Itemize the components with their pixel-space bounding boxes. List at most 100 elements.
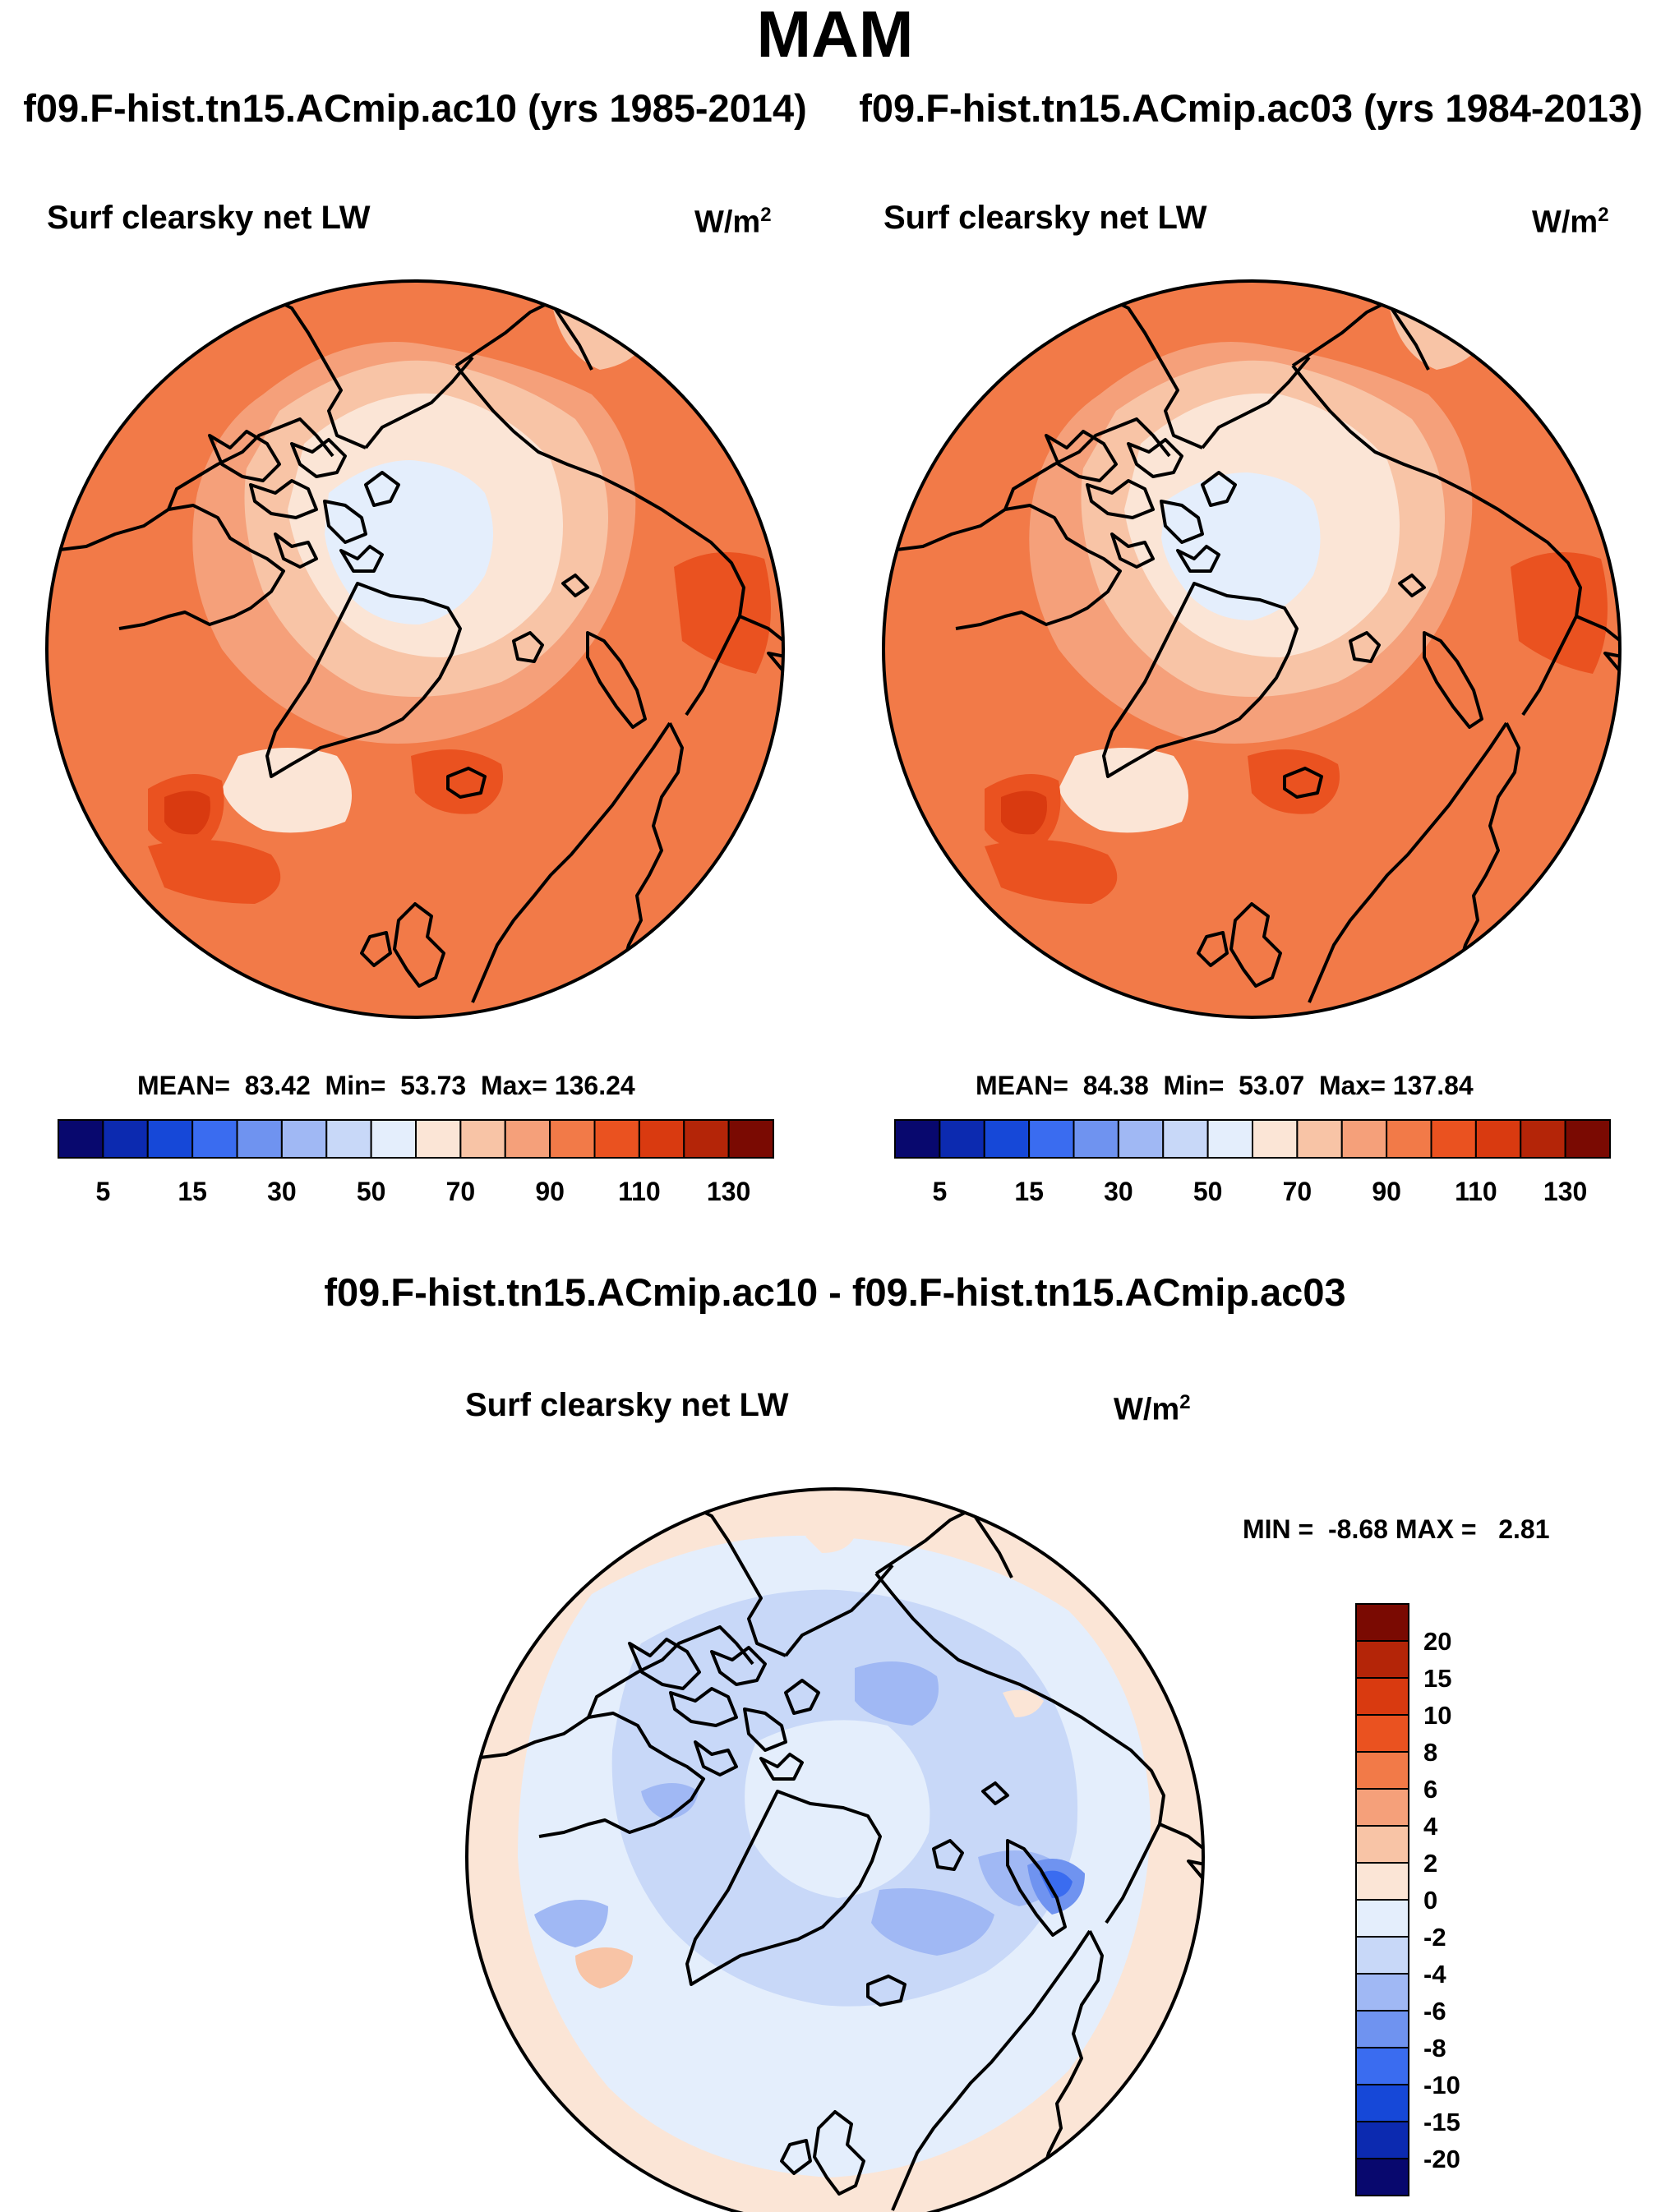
right-colorbar-tick-label: 30 xyxy=(1104,1177,1133,1206)
left-colorbar-swatch xyxy=(683,1119,730,1159)
diff-colorbar-tick-label: -10 xyxy=(1423,2071,1460,2099)
right-colorbar-tick-label: 110 xyxy=(1455,1177,1497,1206)
right-colorbar-swatch xyxy=(1162,1119,1209,1159)
left-stats: MEAN= 83.42 Min= 53.73 Max= 136.24 xyxy=(137,1071,635,1100)
right-stats: MEAN= 84.38 Min= 53.07 Max= 137.84 xyxy=(976,1071,1474,1100)
diff-units-label: W/m2 xyxy=(1114,1391,1191,1427)
left-colorbar-swatch xyxy=(191,1119,238,1159)
left-colorbar: 5 15 30 50 70 90 110 130 xyxy=(58,1119,774,1206)
left-colorbar-swatch xyxy=(236,1119,283,1159)
diff-colorbar-tick-label: 10 xyxy=(1423,1701,1451,1730)
left-polar-map xyxy=(45,279,785,1019)
left-colorbar-tick-label: 5 xyxy=(95,1177,110,1206)
right-variable-label: Surf clearsky net LW xyxy=(883,200,1207,236)
diff-colorbar-tick-label: -4 xyxy=(1423,1960,1446,1988)
diff-colorbar-swatch xyxy=(1355,1640,1409,1679)
diff-colorbar-tick-label: 6 xyxy=(1423,1775,1437,1804)
left-colorbar-swatch xyxy=(549,1119,596,1159)
diff-colorbar-tick-label: -2 xyxy=(1423,1923,1446,1952)
diff-map-boundary xyxy=(465,1487,1205,2212)
diff-colorbar-swatch xyxy=(1355,2047,1409,2085)
figure-title: MAM xyxy=(756,0,914,71)
left-colorbar-tick-label: 90 xyxy=(535,1177,565,1206)
right-colorbar-tick-label: 50 xyxy=(1193,1177,1223,1206)
left-colorbar-swatch xyxy=(638,1119,685,1159)
right-colorbar-swatch xyxy=(1073,1119,1119,1159)
left-colorbar-swatch xyxy=(593,1119,640,1159)
right-colorbar-swatch xyxy=(983,1119,1031,1159)
diff-colorbar-swatch xyxy=(1355,1825,1409,1864)
left-colorbar-swatch xyxy=(415,1119,462,1159)
right-colorbar-swatch xyxy=(1206,1119,1253,1159)
case-left-title: f09.F-hist.tn15.ACmip.ac10 (yrs 1985-201… xyxy=(23,86,807,130)
right-colorbar-tick-label: 15 xyxy=(1014,1177,1044,1206)
difference-polar-map xyxy=(465,1487,1205,2212)
right-colorbar-swatch xyxy=(1564,1119,1611,1159)
diff-colorbar-tick-label: 4 xyxy=(1423,1812,1438,1841)
left-colorbar-tick-label: 130 xyxy=(707,1177,750,1206)
left-map-boundary xyxy=(45,279,785,1019)
diff-colorbar-swatch xyxy=(1355,1677,1409,1716)
right-colorbar-swatch xyxy=(1117,1119,1165,1159)
right-colorbar-swatch xyxy=(1430,1119,1477,1159)
right-colorbar-swatch xyxy=(1028,1119,1075,1159)
diff-colorbar-swatch xyxy=(1355,2010,1409,2048)
diff-colorbar-tick-label: -6 xyxy=(1423,1997,1446,2025)
right-colorbar: 5 15 30 50 70 90 110 130 xyxy=(894,1119,1611,1206)
diff-colorbar-swatch xyxy=(1355,1788,1409,1827)
left-colorbar-swatch xyxy=(459,1119,506,1159)
diff-variable-label: Surf clearsky net LW xyxy=(465,1387,789,1423)
left-colorbar-tick-label: 110 xyxy=(618,1177,661,1206)
right-colorbar-swatch xyxy=(939,1119,985,1159)
difference-title: f09.F-hist.tn15.ACmip.ac10 - f09.F-hist.… xyxy=(324,1270,1346,1314)
diff-colorbar-swatch xyxy=(1355,1973,1409,2012)
right-colorbar-tick-label: 5 xyxy=(932,1177,947,1206)
right-colorbar-swatch xyxy=(1296,1119,1343,1159)
left-colorbar-tick-label: 15 xyxy=(178,1177,207,1206)
left-colorbar-swatch xyxy=(325,1119,372,1159)
diff-colorbar-swatch xyxy=(1355,2158,1409,2196)
diff-colorbar-swatch xyxy=(1355,2121,1409,2159)
diff-colorbar-tick-label: 15 xyxy=(1423,1664,1451,1693)
right-colorbar-swatch xyxy=(894,1119,941,1159)
left-colorbar-swatch xyxy=(146,1119,194,1159)
right-colorbar-swatch xyxy=(1474,1119,1522,1159)
right-polar-map xyxy=(882,279,1622,1019)
diff-colorbar-tick-label: 20 xyxy=(1423,1627,1451,1656)
left-colorbar-swatch xyxy=(280,1119,328,1159)
diff-colorbar-swatch xyxy=(1355,1751,1409,1790)
diff-colorbar-tick-label: -20 xyxy=(1423,2145,1460,2173)
right-colorbar-swatch xyxy=(1340,1119,1388,1159)
diff-colorbar-tick-label: 0 xyxy=(1423,1886,1437,1915)
diff-colorbar-tick-label: -15 xyxy=(1423,2108,1460,2136)
diff-colorbar-swatch xyxy=(1355,1714,1409,1753)
left-colorbar-swatch xyxy=(727,1119,774,1159)
diff-colorbar-swatch xyxy=(1355,1862,1409,1901)
left-colorbar-swatch xyxy=(102,1119,149,1159)
diff-colorbar-swatch xyxy=(1355,1899,1409,1938)
right-colorbar-tick-label: 130 xyxy=(1543,1177,1587,1206)
diff-colorbar-tick-label: 2 xyxy=(1423,1849,1437,1878)
case-right-title: f09.F-hist.tn15.ACmip.ac03 (yrs 1984-201… xyxy=(859,86,1643,130)
left-colorbar-swatch xyxy=(58,1119,104,1159)
diff-colorbar-swatch xyxy=(1355,1936,1409,1975)
right-map-boundary xyxy=(882,279,1622,1019)
right-colorbar-swatch xyxy=(1386,1119,1432,1159)
diff-colorbar-swatch xyxy=(1355,1603,1409,1642)
diff-colorbar-tick-label: 8 xyxy=(1423,1738,1437,1767)
right-units-label: W/m2 xyxy=(1532,204,1609,240)
diff-colorbar-tick-label: -8 xyxy=(1423,2034,1446,2062)
right-colorbar-tick-label: 90 xyxy=(1372,1177,1401,1206)
diff-stats: MIN = -8.68 MAX = 2.81 xyxy=(1243,1514,1550,1544)
left-variable-label: Surf clearsky net LW xyxy=(47,200,371,236)
left-colorbar-tick-label: 50 xyxy=(357,1177,386,1206)
left-colorbar-swatch xyxy=(504,1119,551,1159)
left-colorbar-tick-label: 70 xyxy=(446,1177,476,1206)
diff-colorbar-swatch xyxy=(1355,2084,1409,2122)
left-colorbar-swatch xyxy=(370,1119,417,1159)
right-colorbar-swatch xyxy=(1520,1119,1566,1159)
right-colorbar-tick-label: 70 xyxy=(1283,1177,1312,1206)
right-colorbar-swatch xyxy=(1252,1119,1299,1159)
